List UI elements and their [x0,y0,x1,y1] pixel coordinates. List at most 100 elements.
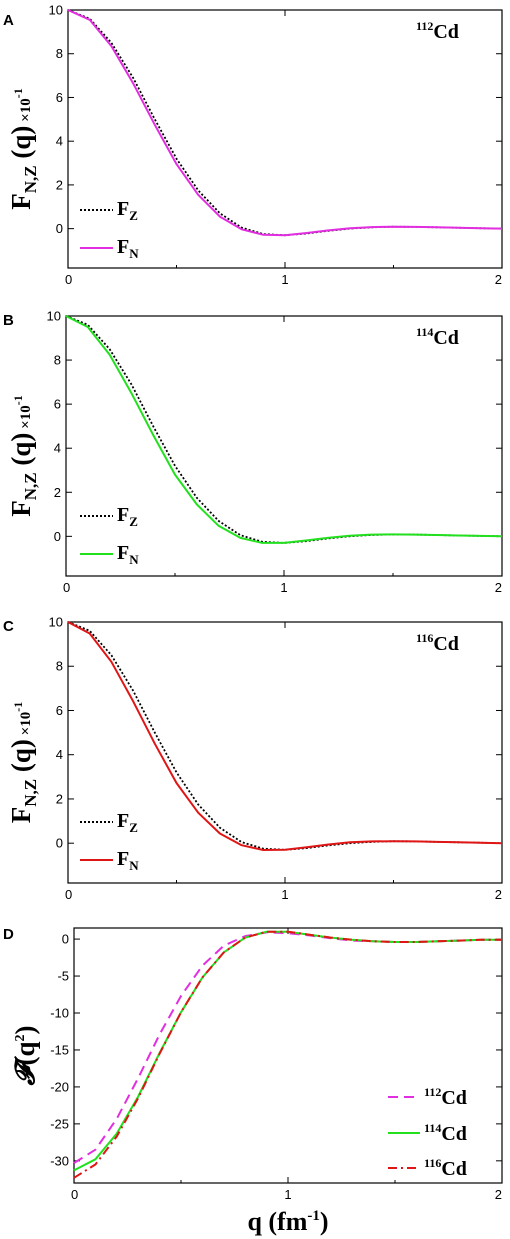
x-tick-label: 1 [281,887,288,902]
x-tick-label: 0 [65,272,72,287]
legend-label-1: FN [117,848,139,873]
legend-label-1: FN [117,542,139,567]
y-label-rest: (q) [6,739,36,779]
plot-frame [73,927,503,1184]
x-tick-label: 1 [280,580,287,595]
x-tick-label: 0 [63,580,70,595]
y-axis-label: 𝓕(q2) [10,1026,40,1087]
legend-label-0: FZ [117,810,138,835]
isotope-mass: 112 [416,19,433,33]
plot-frame [67,9,503,269]
x-axis-label: q (fm-1) [247,1207,328,1236]
isotope-label: 114Cd [416,325,459,349]
y-label-exp: -1 [11,88,25,98]
x-tick-label: 2 [495,272,502,287]
y-tick-label: 2 [56,177,63,192]
y-tick-label: 8 [56,659,63,674]
y-tick-label: -15 [50,1042,69,1057]
x-tick-label: 1 [284,1187,291,1202]
y-tick-label: 10 [49,3,63,18]
x-tick-label: 2 [495,887,502,902]
y-label-rest: (q) [6,126,36,166]
y-tick-label: -30 [50,1153,69,1168]
y-tick-label: 0 [62,932,69,947]
series-line-0 [67,621,503,851]
y-axis-label: FN,Z (q) ×10-1 [6,395,40,516]
plot-frame [67,621,503,884]
y-label-exp: -1 [11,702,25,712]
y-label-rest: (q) [6,433,36,473]
y-label-scale: ×10 [18,712,34,739]
legend-name: F [117,198,129,220]
series-line-0 [65,315,503,544]
x-label-main: q (fm [247,1207,307,1236]
isotope-symbol: Cd [433,633,459,655]
y-tick-label: 2 [56,791,63,806]
y-label-scale: ×10 [18,98,34,125]
x-tick-label: 1 [281,272,288,287]
y-label-main: F [6,500,36,517]
x-label-close: ) [320,1207,329,1236]
y-axis-label: FN,Z (q) ×10-1 [6,702,40,823]
y-tick-label: 8 [56,46,63,61]
legend-name: F [117,542,129,564]
panel-letter: A [3,12,14,29]
legend-sub: Z [129,208,138,223]
legend-name: F [117,236,129,258]
y-tick-label: 2 [54,485,61,500]
y-tick-label: 10 [49,615,63,630]
y-tick-label: 0 [56,836,63,851]
y-label-sub: N,Z [21,165,40,193]
y-label-sub: N,Z [21,779,40,807]
series-line-2 [73,930,502,1179]
y-label-main: F [6,193,36,210]
series-line-1 [67,621,503,851]
isotope-symbol: Cd [433,327,459,349]
series-line-1 [67,9,503,237]
plot-frame [65,315,503,577]
legend-label-2: 116Cd [424,1156,467,1180]
y-axis-label: FN,Z (q) ×10-1 [6,88,40,209]
y-tick-label: 4 [56,134,63,149]
legend-sub: Z [129,820,138,835]
legend-label-0: FZ [117,504,138,529]
y-tick-label: 0 [56,221,63,236]
y-tick-label: -10 [50,1006,69,1021]
legend-label-0: FZ [117,198,138,223]
y-label-open: (q [10,1042,40,1066]
series-line-0 [67,9,503,237]
isotope-mass: 116 [416,631,433,645]
legend-sub: Z [129,514,138,529]
legend-mass: 116 [424,1156,441,1170]
legend-label-1: FN [117,236,139,261]
isotope-symbol: Cd [433,21,459,43]
y-label-scale: ×10 [18,405,34,432]
isotope-label: 112Cd [416,19,459,43]
legend-symbol: Cd [441,1087,467,1109]
x-tick-label: 2 [495,580,502,595]
legend-name: F [117,504,129,526]
y-tick-label: 6 [56,703,63,718]
legend-name: F [117,848,129,870]
y-tick-label: 10 [47,309,61,324]
y-label-main: F [6,807,36,824]
chart-panel-d: D0 1 20-5-10-15-20-25-30𝓕(q2)q (fm-1)112Cd… [3,926,503,1236]
legend-name: F [117,810,129,832]
y-label-exp: 2 [13,1035,28,1042]
y-tick-label: 6 [54,397,61,412]
legend-symbol: Cd [441,1123,467,1145]
y-label-close: ) [10,1026,40,1035]
x-label-exp: -1 [307,1208,320,1224]
y-tick-label: -5 [57,969,69,984]
legend-label-1: 114Cd [424,1121,467,1145]
legend-sub: N [129,552,139,567]
y-tick-label: 6 [56,90,63,105]
legend-mass: 114 [424,1121,441,1135]
legend-sub: N [129,246,139,261]
y-tick-label: 4 [56,747,63,762]
legend-label-0: 112Cd [424,1085,467,1109]
legend-sub: N [129,858,139,873]
